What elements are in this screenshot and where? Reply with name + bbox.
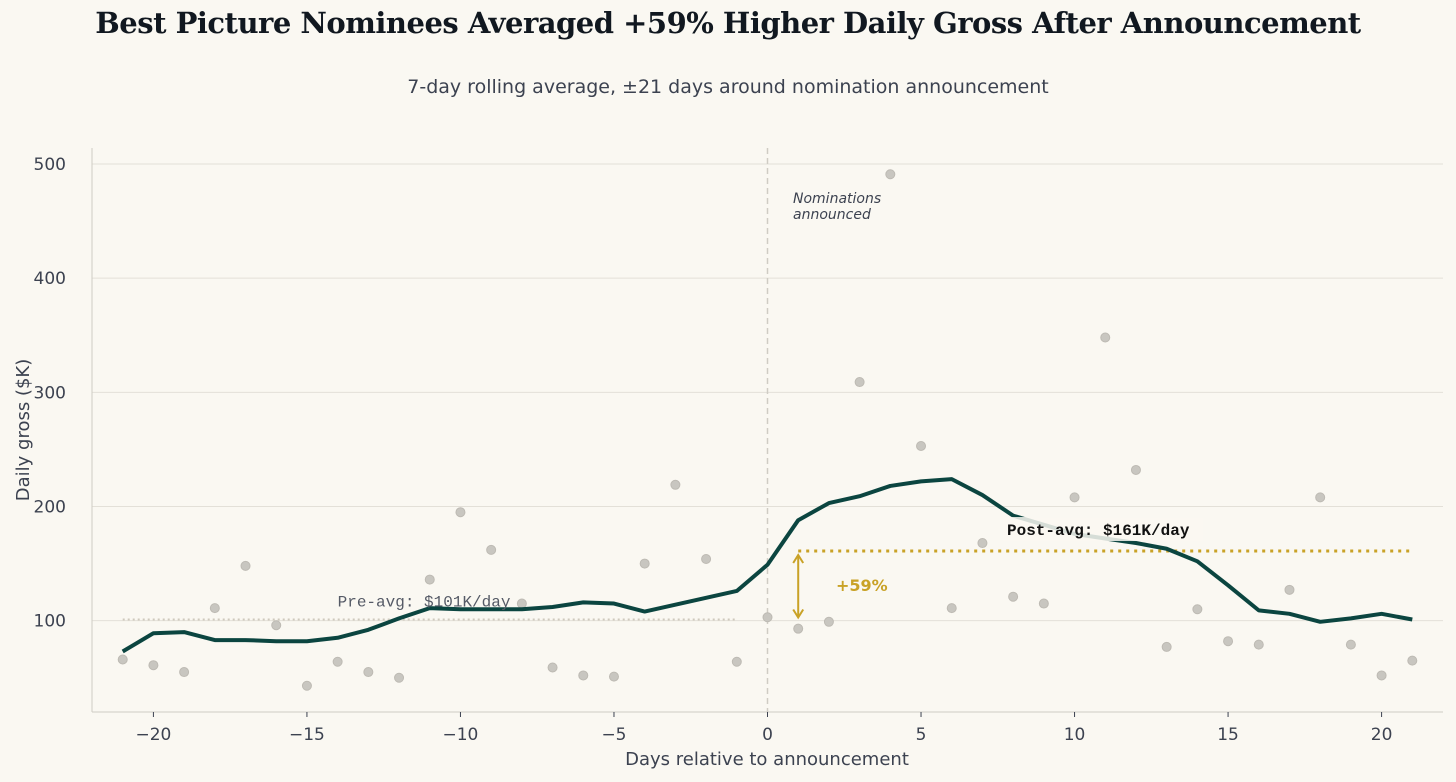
scatter-point xyxy=(1161,641,1172,652)
y-tick-label: 300 xyxy=(34,383,66,403)
scatter-point xyxy=(516,598,527,609)
scatter-point xyxy=(240,560,251,571)
x-tick-label: 15 xyxy=(1217,725,1239,745)
x-tick-label: −10 xyxy=(443,725,479,745)
y-tick-label: 200 xyxy=(34,497,66,517)
scatter-point xyxy=(424,574,435,585)
x-tick-label: −15 xyxy=(289,725,325,745)
arrow-head-up-icon xyxy=(792,553,805,564)
y-axis-label: Daily gross ($K) xyxy=(13,359,34,502)
scatter-point xyxy=(1223,636,1234,647)
scatter-point xyxy=(1130,464,1141,475)
x-tick-label: −20 xyxy=(135,725,171,745)
scatter-point xyxy=(332,656,343,667)
scatter-point xyxy=(209,603,220,614)
scatter-point xyxy=(608,671,619,682)
scatter-point xyxy=(1315,492,1326,503)
change-label: +59% xyxy=(836,576,888,595)
scatter-point xyxy=(670,479,681,490)
chart-title: Best Picture Nominees Averaged +59% High… xyxy=(95,6,1361,40)
scatter-point xyxy=(823,616,834,627)
scatter-point xyxy=(1345,639,1356,650)
y-tick-label: 400 xyxy=(34,269,66,289)
y-tick-label: 500 xyxy=(34,155,66,175)
scatter-point xyxy=(1008,591,1019,602)
scatter-point xyxy=(701,554,712,565)
scatter-point xyxy=(854,377,865,388)
scatter-point xyxy=(301,680,312,691)
scatter-point xyxy=(363,667,374,678)
scatter-point xyxy=(271,620,282,631)
scatter-point xyxy=(148,660,159,671)
scatter-point xyxy=(486,544,497,555)
rolling-average-line xyxy=(121,477,1413,654)
event-label-line2: announced xyxy=(793,207,871,223)
event-label-line1: Nominations xyxy=(793,191,881,207)
chart-subtitle: 7-day rolling average, ±21 days around n… xyxy=(407,76,1049,98)
post-avg-label-bg xyxy=(1002,517,1203,542)
scatter-point xyxy=(117,654,128,665)
scatter-point xyxy=(1038,598,1049,609)
scatter-point xyxy=(1376,670,1387,681)
arrow-head-down-icon xyxy=(792,608,805,620)
scatter-point xyxy=(455,507,466,518)
scatter-point xyxy=(916,440,927,451)
scatter-point xyxy=(1069,492,1080,503)
post-avg-label: Post-avg: $161K/day xyxy=(1007,522,1190,540)
scatter-point xyxy=(977,538,988,549)
x-tick-label: 0 xyxy=(762,725,773,745)
x-axis-label: Days relative to announcement xyxy=(625,749,909,770)
scatter-point xyxy=(1284,584,1295,595)
scatter-point xyxy=(1192,604,1203,615)
scatter-point xyxy=(1253,639,1264,650)
scatter-point xyxy=(731,656,742,667)
y-tick-label: 100 xyxy=(34,612,66,632)
scatter-point xyxy=(1100,332,1111,343)
scatter-point xyxy=(946,603,957,614)
scatter-point xyxy=(179,667,190,678)
scatter-point xyxy=(1407,655,1418,666)
x-tick-label: 10 xyxy=(1064,725,1086,745)
scatter-point xyxy=(793,623,804,634)
scatter-point xyxy=(639,558,650,569)
scatter-point xyxy=(578,670,589,681)
scatter-point xyxy=(547,662,558,673)
scatter-point xyxy=(885,169,896,180)
x-tick-label: 5 xyxy=(916,725,927,745)
scatter-point xyxy=(762,612,773,623)
scatter-point xyxy=(394,672,405,683)
x-tick-label: 20 xyxy=(1371,725,1393,745)
x-tick-label: −5 xyxy=(601,725,626,745)
pre-avg-label: Pre-avg: $101K/day xyxy=(338,594,511,612)
